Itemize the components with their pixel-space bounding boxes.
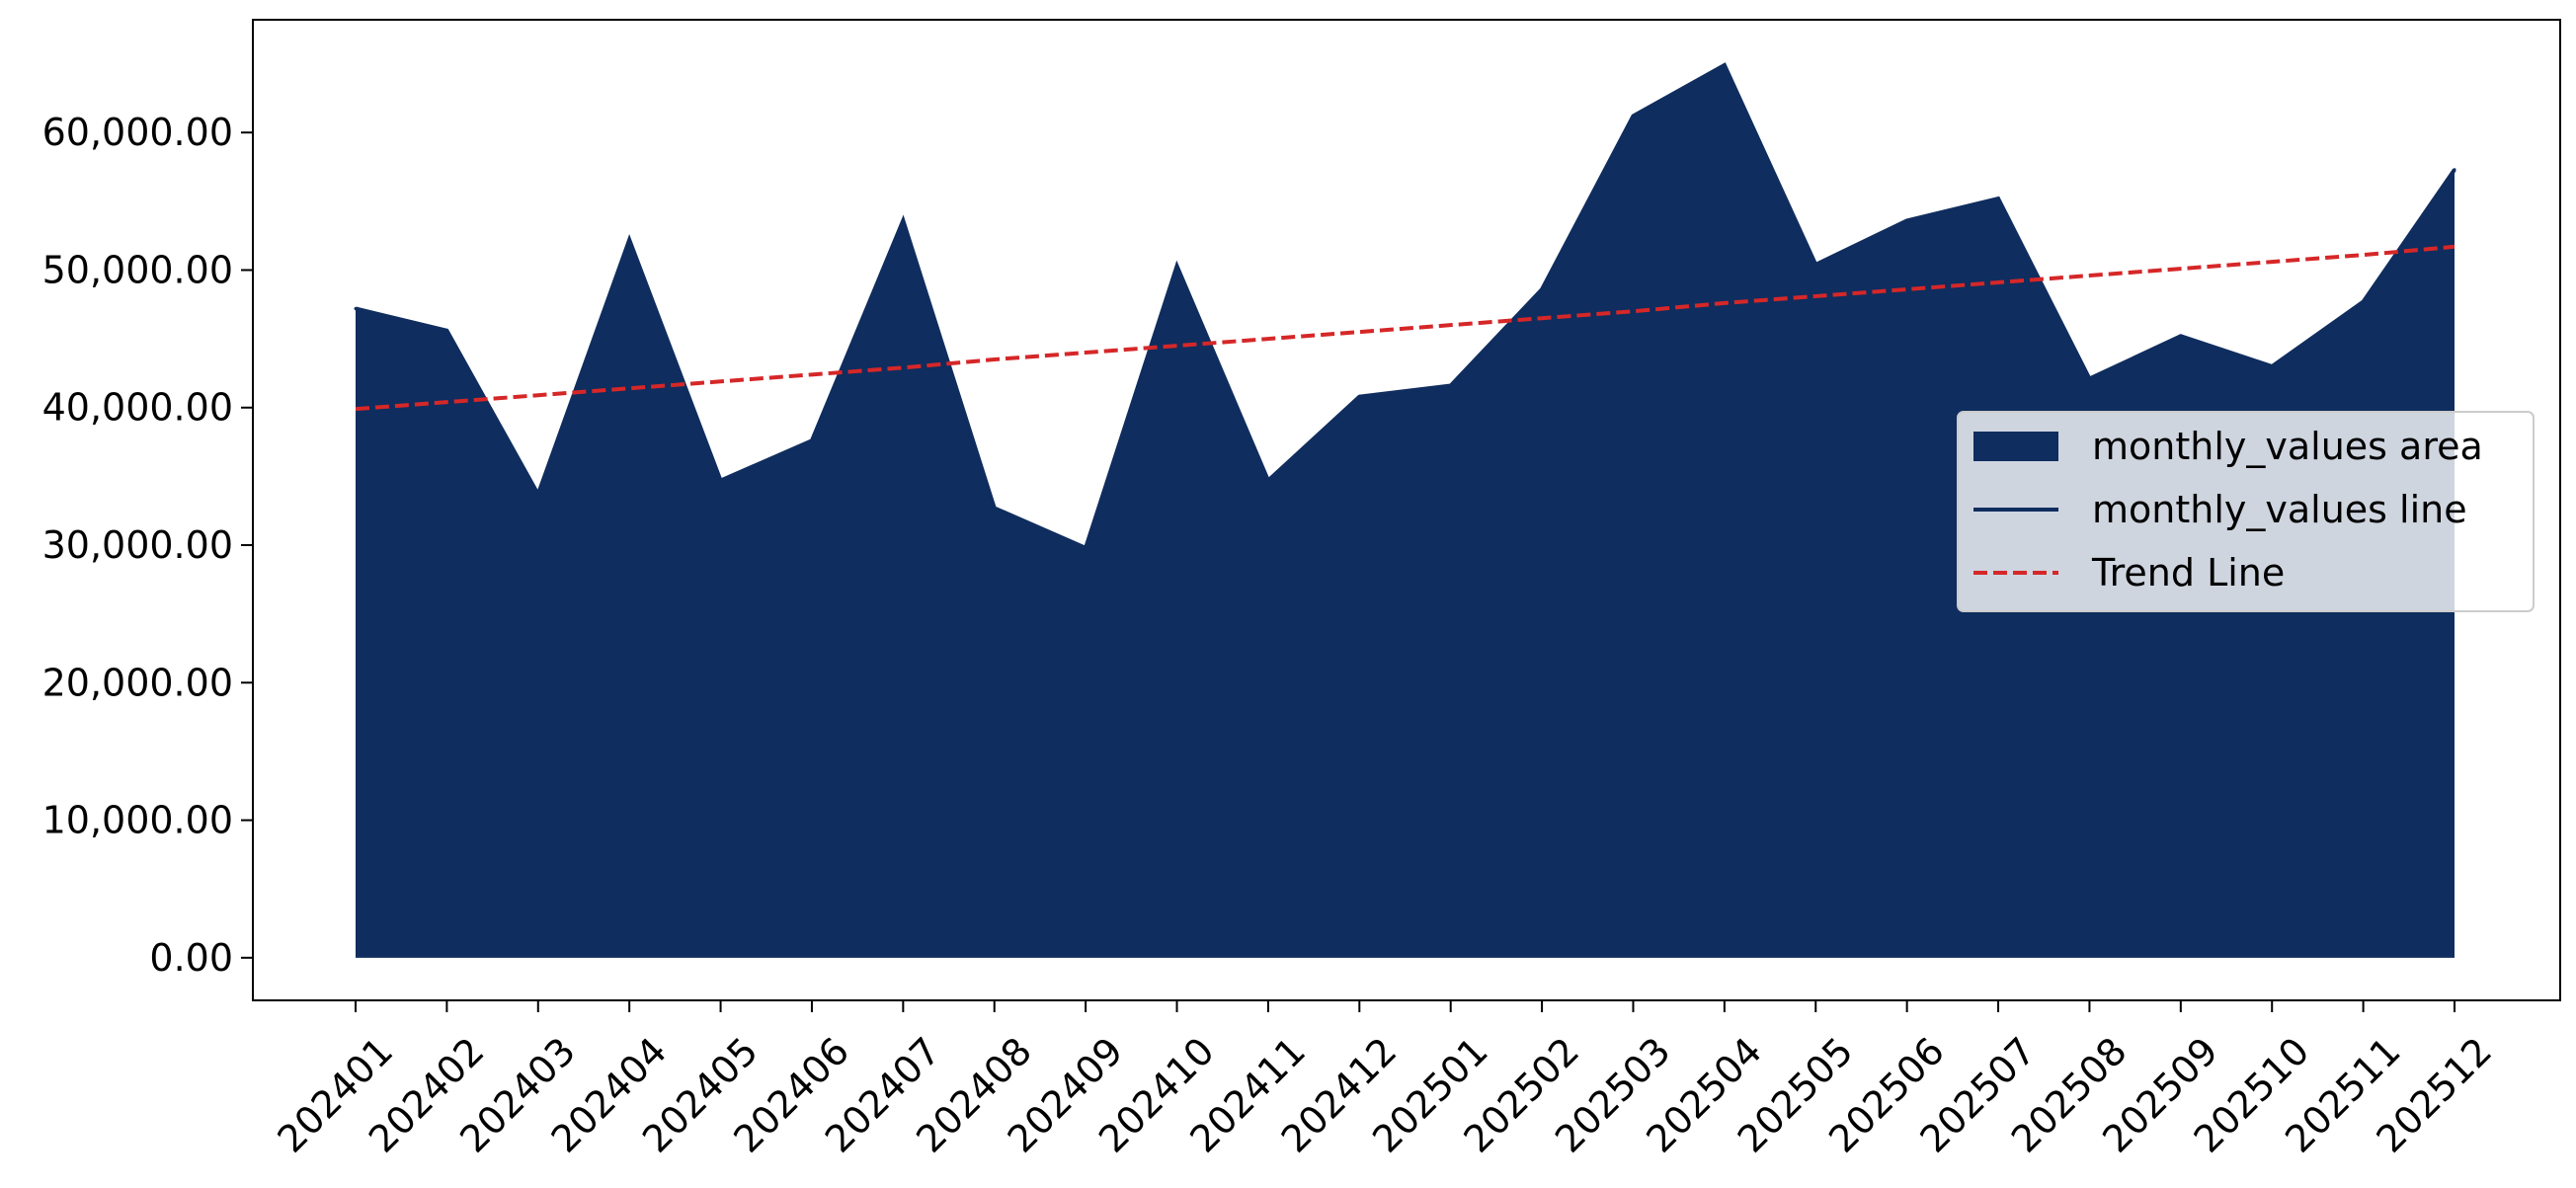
legend-label: monthly_values area (2092, 425, 2483, 468)
plot-frame (252, 19, 2561, 1001)
data-point-202510 (2270, 364, 2274, 368)
data-point-202401 (354, 306, 358, 310)
data-point-202509 (2179, 334, 2183, 338)
y-tick-label: 10,000.00 (42, 799, 233, 842)
y-tick-label: 40,000.00 (42, 386, 233, 430)
data-point-202508 (2087, 376, 2091, 380)
data-point-202411 (1266, 479, 1270, 483)
y-tick-label: 0.00 (149, 936, 233, 980)
data-point-202503 (1631, 114, 1635, 118)
line-series-monthly-values (355, 62, 2456, 551)
legend-label: monthly_values line (2092, 488, 2467, 531)
data-point-202502 (1540, 287, 1544, 291)
legend: monthly_values area monthly_values line Tr… (1957, 411, 2535, 612)
data-point-202410 (1175, 264, 1179, 268)
data-point-202402 (444, 329, 448, 333)
data-point-202512 (2453, 168, 2456, 172)
data-point-202511 (2362, 300, 2366, 304)
data-point-202405 (719, 479, 723, 483)
data-point-202408 (993, 506, 997, 510)
legend-box (1957, 411, 2535, 612)
data-point-202406 (810, 438, 814, 442)
data-point-202403 (536, 492, 540, 496)
data-point-202412 (1357, 395, 1361, 399)
data-point-202501 (1449, 383, 1453, 387)
y-tick-label: 30,000.00 (42, 523, 233, 567)
y-tick-label: 60,000.00 (42, 111, 233, 154)
data-point-202505 (1813, 263, 1817, 267)
area-series-monthly-values (356, 64, 2455, 958)
data-point-202409 (1084, 546, 1087, 550)
data-point-202504 (1723, 63, 1727, 67)
legend-swatch-area (1973, 432, 2058, 461)
plot-area (354, 62, 2456, 958)
data-point-202407 (901, 218, 905, 222)
data-point-202506 (1905, 218, 1909, 222)
data-point-202404 (627, 238, 631, 242)
legend-label: Trend Line (2091, 551, 2285, 594)
y-tick-label: 50,000.00 (42, 248, 233, 291)
y-tick-label: 20,000.00 (42, 661, 233, 704)
data-point-202507 (1996, 197, 2000, 200)
trend-line (355, 244, 2455, 412)
